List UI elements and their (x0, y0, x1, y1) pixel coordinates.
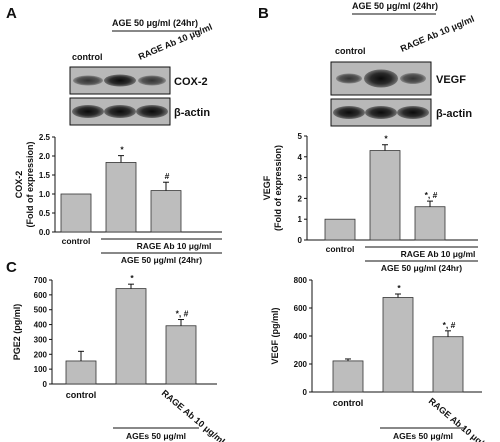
x-label-treatment: AGE 50 μg/ml (24hr) (121, 255, 202, 265)
y-tick-label: 1 (298, 215, 303, 224)
significance-label: * (130, 273, 134, 283)
panel-a-header-treatment: AGE 50 μg/ml (24hr) (112, 18, 198, 28)
panel-b-actin-band-2 (365, 106, 397, 119)
y-tick-label: 2.5 (39, 133, 51, 142)
y-tick-label: 2.0 (39, 152, 51, 161)
x-label-treatment: AGEs 50 μg/ml (126, 431, 186, 441)
panel-b-actin-band-1 (333, 106, 365, 119)
panel-b-vegf-band-1 (336, 73, 362, 84)
panel-a-letter: A (6, 5, 17, 22)
panel-b-vegf-band-3 (400, 73, 426, 84)
y-tick-label: 0.5 (39, 209, 51, 218)
y-tick-label: 2 (298, 194, 303, 203)
x-label-ab: RAGE Ab 10 μg/ml (137, 241, 212, 251)
chart-b: 0 1 2 3 4 5 VEGF (Fold of expression) * *, # contr… (262, 132, 478, 273)
panel-a-blot-loading: β-actin (174, 107, 210, 119)
significance-label: * (384, 134, 388, 144)
y-tick-label: 0 (303, 388, 308, 397)
bar (150, 190, 182, 233)
panel-a-actin-band-2 (104, 105, 136, 118)
y-tick-label: 200 (294, 360, 308, 369)
y-axis-label: PGE2 (pg/ml) (12, 304, 22, 361)
significance-label: * (397, 283, 401, 293)
y-axis-label: VEGF (pg/ml) (270, 308, 280, 365)
bar (115, 288, 147, 385)
bar (414, 206, 446, 241)
y-tick-label: 0.0 (39, 228, 51, 237)
y-tick-label: 0 (43, 380, 48, 389)
bar (369, 150, 401, 241)
x-label-control: control (326, 244, 355, 254)
significance-label: *, # (176, 309, 189, 319)
significance-label: *, # (443, 320, 456, 330)
panel-b-vegf-band-2 (364, 69, 398, 88)
y-tick-label: 3 (298, 174, 303, 183)
y-tick-label: 500 (34, 306, 48, 315)
x-label-control: control (66, 390, 97, 400)
y-tick-label: 200 (34, 350, 48, 359)
y-tick-label: 700 (34, 276, 48, 285)
chart-c1: 0 100 200 300 400 500 600 700 PGE2 (pg/ml) * *, # c… (12, 273, 227, 442)
chart-a: 0.0 0.5 1.0 1.5 2.0 2.5 COX-2 (Fold of expressi… (14, 133, 222, 265)
panel-a-actin-band-3 (136, 105, 168, 118)
panel-a-cox2-band-1 (73, 75, 103, 86)
panel-a-blot: A AGE 50 μg/ml (24hr) control RAGE Ab 10… (6, 5, 214, 126)
bar (382, 297, 414, 393)
bar (432, 336, 464, 393)
y-tick-label: 400 (34, 321, 48, 330)
y-tick-label: 4 (298, 153, 303, 162)
bar (324, 218, 356, 241)
significance-label: *, # (425, 190, 438, 200)
y-axis-label-2: (Fold of expression) (25, 141, 35, 227)
y-axis-label-2: (Fold of expression) (273, 145, 283, 231)
x-label-treatment: AGEs 50 μg/ml (393, 431, 453, 441)
y-tick-label: 0 (298, 236, 303, 245)
y-tick-label: 300 (34, 335, 48, 344)
bar (65, 360, 97, 385)
panel-b-letter: B (258, 5, 269, 22)
panel-a-blot-target: COX-2 (174, 76, 208, 88)
y-tick-label: 400 (294, 332, 308, 341)
panel-a-lane-control: control (72, 52, 103, 62)
y-axis-label: COX-2 (14, 171, 24, 199)
y-tick-label: 5 (298, 132, 303, 141)
panel-b-blot-target: VEGF (436, 74, 466, 86)
y-tick-label: 1.5 (39, 171, 51, 180)
panel-b-lane-ab: RAGE Ab 10 μg/ml (399, 14, 476, 54)
panel-b-blot: B AGE 50 μg/ml (24hr) control RAGE Ab 10… (258, 1, 476, 127)
panel-b-header-treatment: AGE 50 μg/ml (24hr) (352, 1, 438, 11)
panel-a-cox2-band-2 (104, 74, 136, 87)
y-tick-label: 800 (294, 276, 308, 285)
panel-b-actin-band-3 (397, 106, 429, 119)
y-tick-label: 600 (34, 291, 48, 300)
panel-a-cox2-band-3 (138, 75, 166, 86)
x-label-ab: RAGE Ab 10 μg/ml (401, 249, 476, 259)
significance-label: # (165, 171, 170, 181)
panel-a-actin-band-1 (72, 105, 104, 118)
y-tick-label: 100 (34, 365, 48, 374)
panel-b-lane-control: control (335, 46, 366, 56)
bar (165, 325, 197, 385)
y-axis-label: VEGF (262, 175, 272, 200)
panel-b-blot-loading: β-actin (436, 108, 472, 120)
bar (60, 193, 92, 233)
x-label-control: control (333, 398, 364, 408)
x-label-treatment: AGE 50 μg/ml (24hr) (381, 263, 462, 273)
y-tick-label: 600 (294, 304, 308, 313)
y-tick-label: 1.0 (39, 190, 51, 199)
significance-label: * (120, 145, 124, 155)
bar (332, 360, 364, 393)
x-label-control: control (62, 236, 91, 246)
panel-c-letter: C (6, 259, 17, 276)
bar (105, 162, 137, 233)
